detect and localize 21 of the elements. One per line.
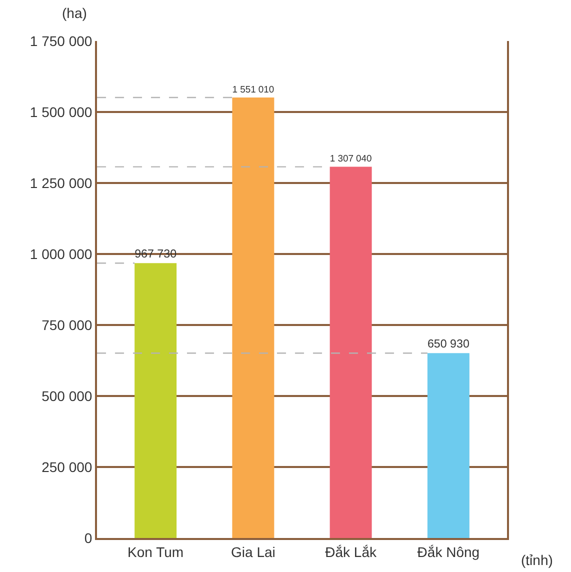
y-axis-title: (ha) <box>62 5 87 21</box>
x-axis-title: (tỉnh) <box>521 552 553 568</box>
x-tick-label: Kon Tum <box>128 544 184 560</box>
y-tick-label: 1 250 000 <box>30 174 92 191</box>
y-tick-label: 1 750 000 <box>30 32 92 49</box>
y-tick-label: 500 000 <box>42 388 92 404</box>
y-tick-label: 750 000 <box>42 316 92 333</box>
y-tick-label: 1 500 000 <box>30 104 92 120</box>
y-tick-label: 250 000 <box>42 458 92 475</box>
y-tick-label: 0 <box>84 530 92 546</box>
x-tick-label: Đắk Lắk <box>325 544 378 560</box>
data-label: 1 307 040 <box>330 152 372 164</box>
y-tick-label: 1 000 000 <box>30 246 92 262</box>
data-label: 650 930 <box>427 337 470 350</box>
x-tick-label: Đắk Nông <box>417 544 480 560</box>
bar <box>330 166 372 538</box>
data-label: 1 551 010 <box>232 83 274 94</box>
x-tick-label: Gia Lai <box>231 544 276 560</box>
bar <box>232 98 274 538</box>
bar <box>427 353 470 538</box>
bar <box>134 263 177 538</box>
